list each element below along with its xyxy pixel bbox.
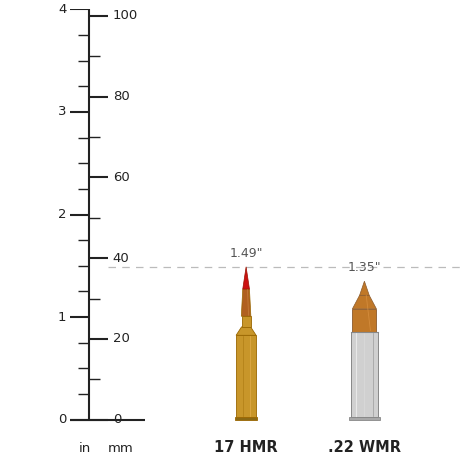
Text: 40: 40 <box>113 252 129 264</box>
Text: .22 WMR: .22 WMR <box>328 440 401 455</box>
Polygon shape <box>236 327 256 336</box>
Text: 0: 0 <box>58 413 66 426</box>
Text: 20: 20 <box>113 332 130 345</box>
Text: 17 HMR: 17 HMR <box>214 440 278 455</box>
Text: mm: mm <box>108 442 134 455</box>
Text: 60: 60 <box>113 171 129 184</box>
Text: 80: 80 <box>113 90 129 103</box>
Text: 1: 1 <box>58 311 66 323</box>
Text: 1.35": 1.35" <box>347 261 381 274</box>
Polygon shape <box>351 331 378 417</box>
Polygon shape <box>242 316 251 327</box>
Polygon shape <box>236 336 256 417</box>
Polygon shape <box>352 295 376 309</box>
Polygon shape <box>349 417 380 420</box>
Polygon shape <box>241 289 251 316</box>
Text: in: in <box>78 442 91 455</box>
Text: 4: 4 <box>58 3 66 16</box>
Polygon shape <box>235 417 257 420</box>
Polygon shape <box>352 309 376 331</box>
Text: 100: 100 <box>113 9 138 22</box>
Text: 3: 3 <box>58 105 66 118</box>
Text: 0: 0 <box>113 413 121 426</box>
Text: 2: 2 <box>58 208 66 221</box>
Polygon shape <box>360 281 369 295</box>
Polygon shape <box>243 267 249 289</box>
Text: 1.49": 1.49" <box>229 247 263 260</box>
